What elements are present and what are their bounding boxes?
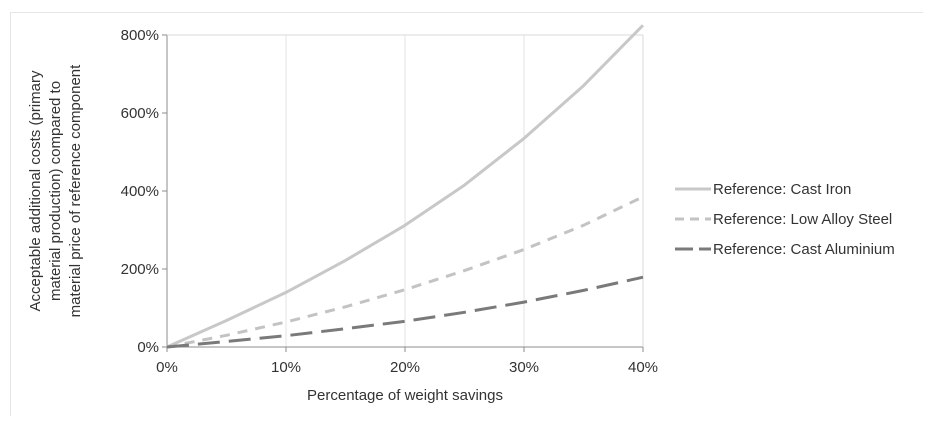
series-line-3 <box>166 275 644 349</box>
tick-labels: 0% 200% 400% 600% 800% 0% 10% 20% 30% 40% <box>121 27 658 376</box>
grid-lines <box>285 35 644 347</box>
legend-label: Reference: Cast Aluminium <box>713 241 895 258</box>
x-tick-label: 0% <box>156 359 178 376</box>
x-tick-label: 20% <box>390 359 420 376</box>
x-tick-label: 10% <box>271 359 301 376</box>
x-tick-label: 30% <box>509 359 539 376</box>
y-tick-label: 800% <box>121 27 159 44</box>
y-tick-label: 600% <box>121 105 159 122</box>
y-axis-label-line: material production) compared to <box>47 81 64 301</box>
legend-label: Reference: Cast Iron <box>713 181 851 198</box>
series-line-2 <box>166 195 644 349</box>
legend: Reference: Cast Iron Reference: Low Alloy… <box>675 181 895 258</box>
x-tick-label: 40% <box>628 359 658 376</box>
legend-label: Reference: Low Alloy Steel <box>713 211 892 228</box>
chart-figure: 0% 200% 400% 600% 800% 0% 10% 20% 30% 40% Percent… <box>10 12 923 416</box>
y-tick-label: 0% <box>137 339 159 356</box>
y-axis-label-line: Acceptable additional costs (primary <box>27 70 44 311</box>
y-axis-label-line: material price of reference component <box>67 64 84 317</box>
y-axis-label: Acceptable additional costs (primary mate… <box>27 64 84 317</box>
x-axis-label: Percentage of weight savings <box>307 387 503 404</box>
series-line-1 <box>166 24 645 349</box>
y-tick-label: 400% <box>121 183 159 200</box>
axes <box>162 34 644 352</box>
line-chart: 0% 200% 400% 600% 800% 0% 10% 20% 30% 40% Percent… <box>27 24 895 404</box>
series-lines <box>166 24 645 349</box>
y-tick-label: 200% <box>121 261 159 278</box>
